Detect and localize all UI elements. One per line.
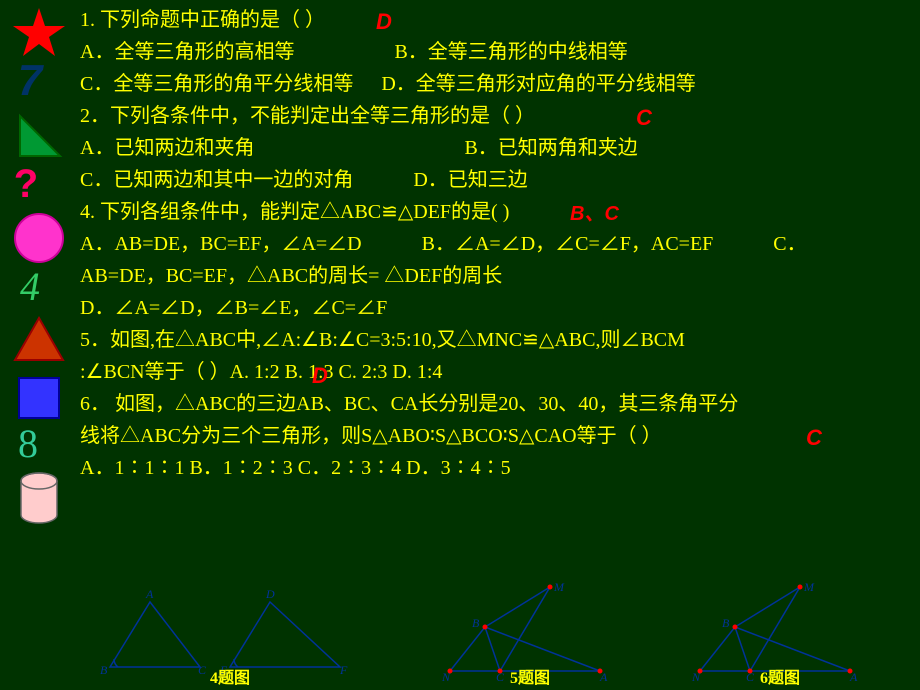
svg-text:A: A bbox=[145, 587, 154, 601]
fig6-label: 6题图 bbox=[760, 664, 800, 688]
q2-c: C．已知两边和其中一边的对角 bbox=[80, 169, 353, 191]
q1-answer: D bbox=[376, 6, 392, 38]
question-mark: ? bbox=[14, 162, 38, 207]
q2-stem: 2．下列各条件中，不能判定出全等三角形的是（ ） bbox=[80, 105, 535, 127]
svg-text:A: A bbox=[849, 670, 858, 684]
svg-text:F: F bbox=[339, 663, 348, 677]
fig5-label: 5题图 bbox=[510, 664, 550, 688]
q1-c: C．全等三角形的角平分线相等 bbox=[80, 73, 353, 95]
circle-pink-icon bbox=[12, 211, 66, 265]
svg-text:N: N bbox=[441, 670, 451, 684]
q6-l2: 线将△ABC分为三个三角形，则S△ABO∶S△BCO∶S△CAO等于（ ） bbox=[80, 425, 662, 447]
triangle-green-icon bbox=[14, 110, 64, 160]
q6-answer: C bbox=[806, 422, 822, 454]
cylinder-icon bbox=[17, 471, 61, 525]
q6-l1: 6． 如图，△ABC的三边AB、BC、CA长分别是20、30、40，其三条角平分 bbox=[80, 393, 738, 415]
svg-text:M: M bbox=[553, 580, 565, 594]
svg-text:M: M bbox=[803, 580, 815, 594]
q6-l3: A．1∶1∶1 B．1∶2∶3 C．2∶3∶4 D．3∶4∶5 bbox=[80, 457, 511, 479]
svg-text:C: C bbox=[198, 663, 207, 677]
square-blue-icon bbox=[15, 374, 63, 422]
q1-a: A．全等三角形的高相等 bbox=[80, 41, 294, 63]
svg-text:C: C bbox=[496, 670, 505, 684]
q2-answer: C bbox=[636, 102, 652, 134]
q1-stem: 1. 下列命题中正确的是（ ） bbox=[80, 9, 325, 31]
number-8: 8 bbox=[18, 420, 38, 467]
q2-d: D．已知三边 bbox=[413, 169, 527, 191]
q2-a: A．已知两边和夹角 bbox=[80, 137, 254, 159]
q4-b: B．∠A=∠D，∠C=∠F，AC=EF bbox=[422, 233, 714, 255]
svg-text:D: D bbox=[265, 587, 275, 601]
triangle-red-icon bbox=[11, 314, 67, 364]
q5-l2: :∠BCN等于（ ）A. 1:2 B. 1:3 C. 2:3 D. 1:4 bbox=[80, 361, 442, 383]
q1-b: B．全等三角形的中线相等 bbox=[394, 41, 627, 63]
star-icon bbox=[11, 6, 67, 58]
svg-text:B: B bbox=[100, 663, 108, 677]
q4-a: A．AB=DE，BC=EF，∠A=∠D bbox=[80, 233, 362, 255]
number-4: 4 bbox=[20, 263, 40, 310]
svg-text:C: C bbox=[746, 670, 755, 684]
q5-l1: 5．如图,在△ABC中,∠A:∠B:∠C=3:5:10,又△MNC≌△ABC,则… bbox=[80, 329, 685, 351]
q4-stem: 4. 下列各组条件中，能判定△ABC≌△DEF的是( ) bbox=[80, 201, 509, 223]
figures-row: A B C D E F 4题图 M B N C A bbox=[80, 580, 920, 690]
q4-d: D．∠A=∠D，∠B=∠E，∠C=∠F bbox=[80, 297, 387, 319]
q4-answer: B、C bbox=[570, 198, 619, 230]
svg-text:N: N bbox=[691, 670, 701, 684]
svg-text:B: B bbox=[722, 616, 730, 630]
q1-d: D．全等三角形对应角的平分线相等 bbox=[381, 73, 695, 95]
q4-c: AB=DE，BC=EF，△ABC的周长= △DEF的周长 bbox=[80, 265, 502, 287]
q2-b: B．已知两角和夹边 bbox=[464, 137, 637, 159]
question-content: 1. 下列命题中正确的是（ ） D A．全等三角形的高相等 B．全等三角形的中线… bbox=[80, 4, 912, 484]
q4-c-tail: C． bbox=[773, 233, 806, 255]
svg-text:A: A bbox=[599, 670, 608, 684]
svg-text:B: B bbox=[472, 616, 480, 630]
number-7: 7 bbox=[18, 56, 42, 106]
fig4-label: 4题图 bbox=[210, 664, 250, 688]
